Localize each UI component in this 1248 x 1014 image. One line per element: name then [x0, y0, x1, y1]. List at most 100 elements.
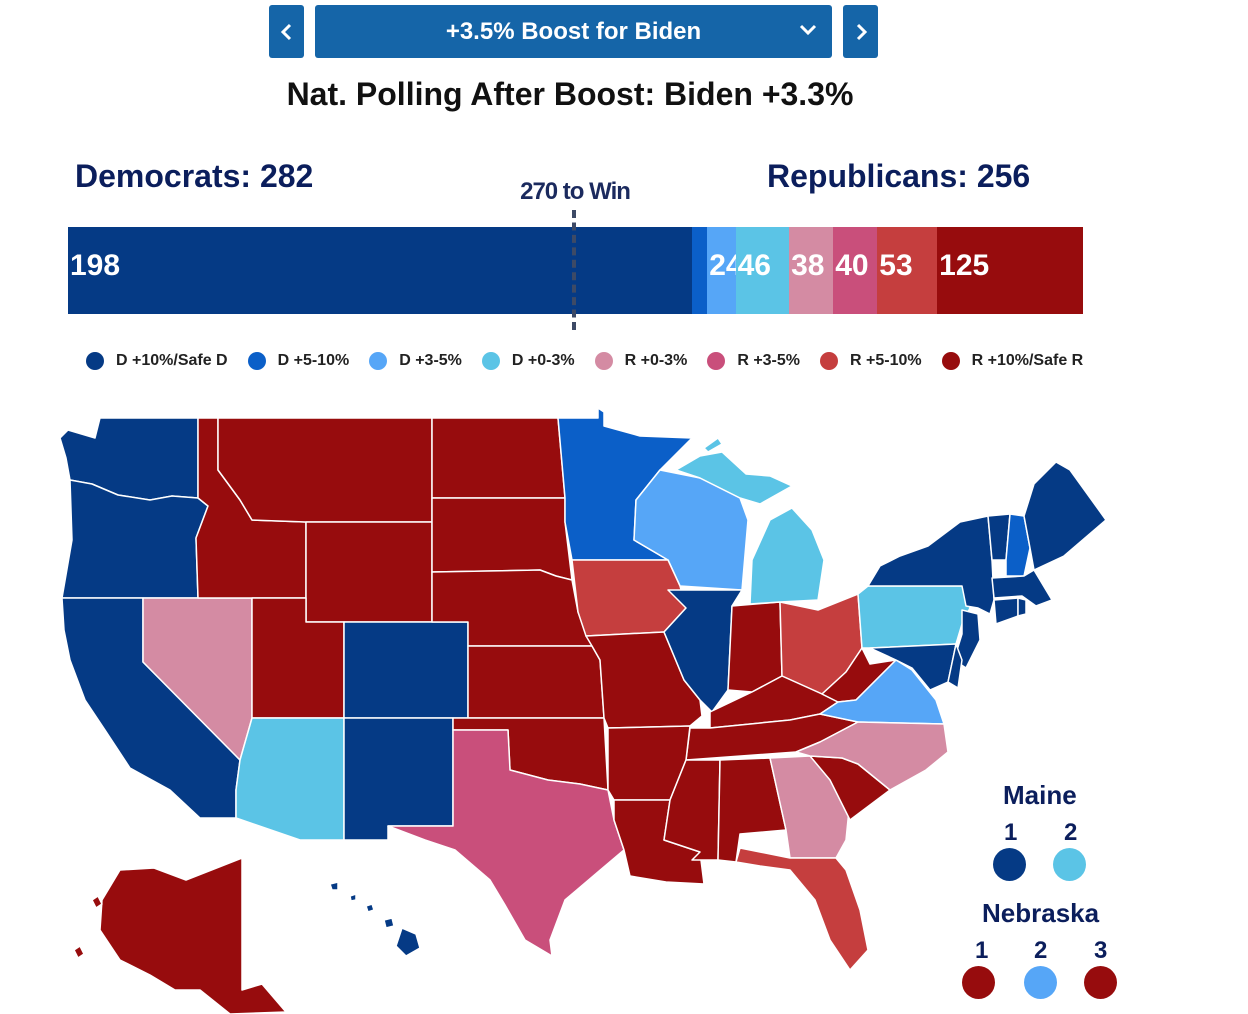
bar-segment-label: 40 — [835, 249, 869, 282]
legend-label: D +10%/Safe D — [116, 352, 228, 369]
hawaii-island-1 — [383, 917, 395, 929]
bar-segment-label: 198 — [70, 249, 121, 282]
state-mississippi[interactable] — [663, 759, 721, 861]
state-texas[interactable] — [387, 729, 625, 957]
state-new-mexico[interactable] — [343, 717, 454, 841]
bar-segment — [937, 227, 1083, 314]
state-pennsylvania[interactable] — [857, 585, 971, 649]
state-florida[interactable] — [735, 847, 869, 971]
state-alaska[interactable] — [99, 857, 287, 1014]
legend-label: D +0-3% — [511, 352, 575, 369]
state-south-dakota[interactable] — [431, 497, 573, 581]
state-wisconsin[interactable] — [633, 469, 749, 591]
state-maine[interactable] — [1023, 461, 1107, 571]
island-michigan-north[interactable] — [703, 437, 723, 453]
bar-segment — [735, 227, 790, 314]
state-arizona[interactable] — [235, 717, 345, 841]
chevron-down-icon — [799, 24, 817, 36]
state-hawaii[interactable] — [395, 927, 421, 957]
legend-item: D +0-3% — [481, 352, 575, 370]
rating-legend: D +10%/Safe D D +5-10% D +3-5% D +0-3% R +0-… — [86, 352, 1103, 370]
polling-headline: Nat. Polling After Boost: Biden +3.3% — [286, 76, 854, 112]
state-illinois[interactable] — [663, 589, 743, 713]
legend-item: R +5-10% — [820, 352, 922, 370]
scenario-label: +3.5% Boost for Biden — [445, 17, 702, 45]
legend-swatch — [941, 352, 960, 370]
nebraska-district-2-label: 2 — [1034, 937, 1048, 964]
republicans-total: Republicans: 256 — [767, 158, 1031, 194]
state-kansas[interactable] — [467, 645, 605, 719]
hawaii-island-3 — [349, 893, 357, 902]
state-north-dakota[interactable] — [431, 417, 566, 499]
bar-segment-label: 46 — [737, 249, 771, 282]
bar-segment-label: 53 — [879, 249, 913, 282]
legend-label: D +3-5% — [399, 352, 462, 369]
bar-segment-label: 38 — [791, 249, 825, 282]
to-win-label: 270 to Win — [520, 178, 631, 205]
us-electoral-map — [59, 407, 1107, 1014]
previous-scenario-button[interactable] — [269, 5, 304, 58]
legend-swatch — [594, 352, 613, 370]
bar-segment — [789, 227, 834, 314]
nebraska-district-3-marker[interactable] — [1084, 966, 1117, 999]
state-rhode-island[interactable] — [1017, 597, 1027, 617]
maine-title: Maine — [1003, 780, 1077, 810]
nebraska-district-3-label: 3 — [1094, 937, 1108, 964]
state-indiana[interactable] — [727, 601, 783, 693]
legend-item: D +3-5% — [369, 352, 462, 370]
maine-district-2-marker[interactable] — [1053, 848, 1086, 881]
hawaii-island-4 — [329, 881, 339, 891]
legend-label: R +5-10% — [850, 352, 922, 369]
electoral-vote-bar: 198 24 46 38 40 53 125 — [68, 227, 1083, 314]
bar-segment — [68, 227, 693, 314]
win-threshold-line — [572, 210, 576, 330]
democrats-total: Democrats: 282 — [75, 158, 314, 194]
state-michigan-lower[interactable] — [749, 507, 825, 605]
legend-swatch — [707, 352, 726, 370]
state-connecticut[interactable] — [993, 597, 1019, 625]
state-massachusetts[interactable] — [991, 569, 1053, 607]
bar-segment — [833, 227, 878, 314]
state-new-jersey[interactable] — [953, 609, 981, 669]
state-montana[interactable] — [217, 417, 433, 523]
legend-swatch — [481, 352, 500, 370]
bar-segment-label: 125 — [939, 249, 990, 282]
legend-item: R +3-5% — [707, 352, 800, 370]
bar-segment — [691, 227, 708, 314]
legend-label: R +0-3% — [624, 352, 688, 369]
legend-item: D +10%/Safe D — [86, 352, 228, 370]
alaska-island-1 — [91, 895, 103, 909]
hawaii-island-2 — [365, 903, 375, 913]
maine-district-1-marker[interactable] — [993, 848, 1026, 881]
chevron-right-icon — [856, 23, 867, 40]
legend-label: R +10%/Safe R — [971, 352, 1084, 369]
legend-item: R +10%/Safe R — [941, 352, 1084, 370]
maine-district-2-label: 2 — [1064, 819, 1078, 846]
legend-label: D +5-10% — [277, 352, 350, 369]
legend-swatch — [247, 352, 266, 370]
nebraska-district-1-label: 1 — [975, 937, 989, 964]
state-north-carolina[interactable] — [795, 721, 949, 791]
state-iowa[interactable] — [571, 559, 687, 637]
state-michigan-upper[interactable] — [675, 451, 793, 505]
bar-segment — [707, 227, 737, 314]
next-scenario-button[interactable] — [843, 5, 878, 58]
legend-swatch — [820, 352, 839, 370]
alaska-island-2 — [73, 945, 85, 959]
legend-label: R +3-5% — [737, 352, 801, 369]
scenario-dropdown[interactable]: +3.5% Boost for Biden — [315, 5, 832, 58]
nebraska-district-1-marker[interactable] — [962, 966, 995, 999]
legend-swatch — [86, 352, 104, 370]
legend-item: R +0-3% — [594, 352, 688, 370]
state-delaware[interactable] — [947, 643, 963, 689]
nebraska-title: Nebraska — [982, 898, 1100, 928]
bar-segment — [877, 227, 938, 314]
state-colorado[interactable] — [343, 621, 469, 719]
chevron-left-icon — [280, 23, 291, 40]
legend-item: D +5-10% — [247, 352, 350, 370]
nebraska-district-2-marker[interactable] — [1024, 966, 1057, 999]
maine-district-1-label: 1 — [1004, 819, 1018, 846]
state-oregon[interactable] — [61, 479, 209, 599]
legend-swatch — [369, 352, 388, 370]
state-wyoming[interactable] — [305, 521, 433, 623]
